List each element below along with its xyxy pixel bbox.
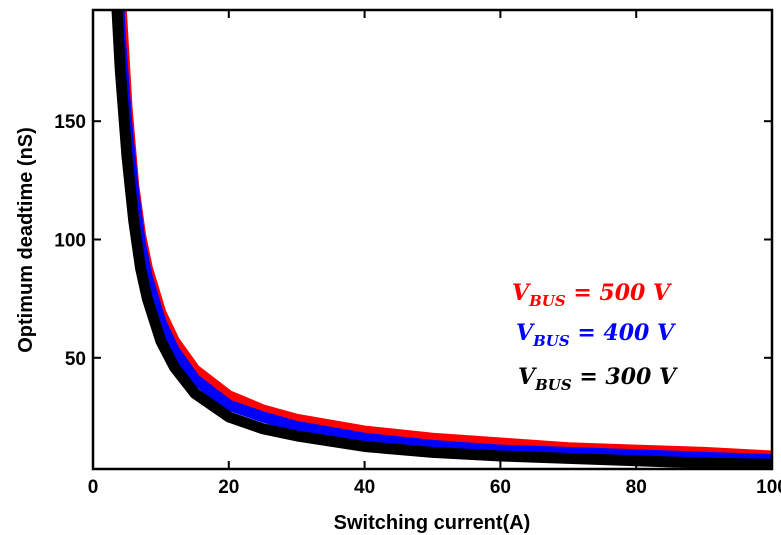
- legend-entry: VBUS = 500 V: [512, 280, 672, 310]
- plot-frame: [91, 8, 774, 471]
- y-tick-label: 150: [54, 112, 86, 133]
- x-tick-label: 60: [490, 477, 511, 498]
- x-tick-label: 0: [88, 477, 99, 498]
- y-tick-label: 100: [54, 231, 86, 252]
- y-axis-label: Optimum deadtime (nS): [15, 127, 37, 353]
- y-tick-label: 50: [65, 349, 86, 370]
- x-tick-label: 20: [218, 477, 239, 498]
- legend-entry: VBUS = 400 V: [516, 320, 676, 350]
- legend-entry: VBUS = 300 V: [518, 364, 678, 394]
- x-axis-label: Switching current(A): [334, 512, 531, 534]
- series-line-2: [111, 10, 772, 469]
- ticks-layer: 0 20 40 60 80 100 50 100 150: [54, 10, 781, 498]
- legend: VBUS = 500 V VBUS = 400 V VBUS = 300 V: [512, 280, 678, 394]
- x-tick-label: 80: [626, 477, 647, 498]
- series-line-1: [113, 10, 772, 465]
- series-layer: [111, 10, 772, 469]
- x-tick-label: 100: [756, 477, 781, 498]
- x-tick-label: 40: [354, 477, 375, 498]
